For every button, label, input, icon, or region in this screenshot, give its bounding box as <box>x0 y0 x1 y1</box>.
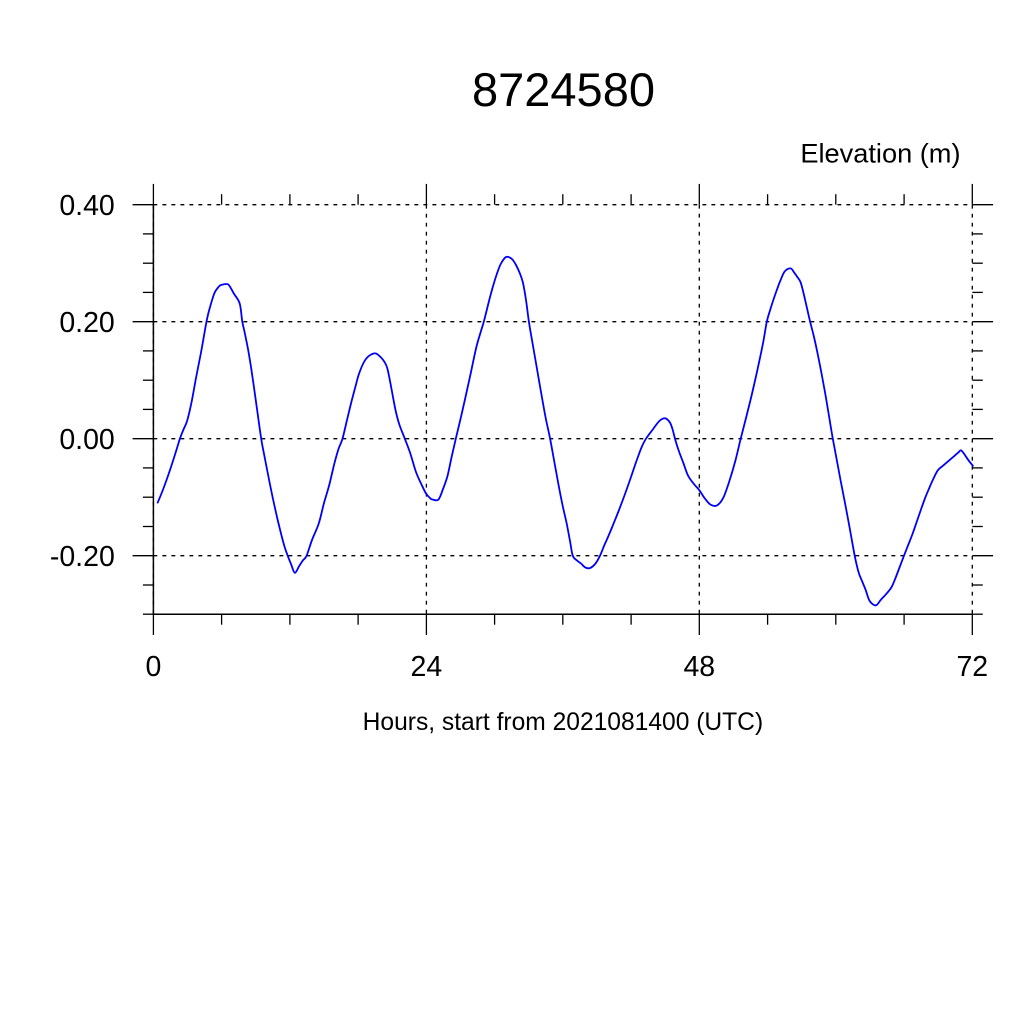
svg-text:48: 48 <box>683 651 715 683</box>
svg-text:0.20: 0.20 <box>59 307 114 339</box>
svg-text:24: 24 <box>411 651 443 683</box>
svg-text:0.00: 0.00 <box>59 424 114 456</box>
svg-text:-0.20: -0.20 <box>50 541 115 573</box>
svg-text:0: 0 <box>145 651 161 683</box>
svg-text:8724580: 8724580 <box>472 63 655 116</box>
svg-text:72: 72 <box>956 651 988 683</box>
svg-text:0.40: 0.40 <box>59 190 114 222</box>
svg-text:Hours, start from 2021081400 (: Hours, start from 2021081400 (UTC) <box>363 709 764 736</box>
svg-text:Elevation (m): Elevation (m) <box>800 137 960 168</box>
